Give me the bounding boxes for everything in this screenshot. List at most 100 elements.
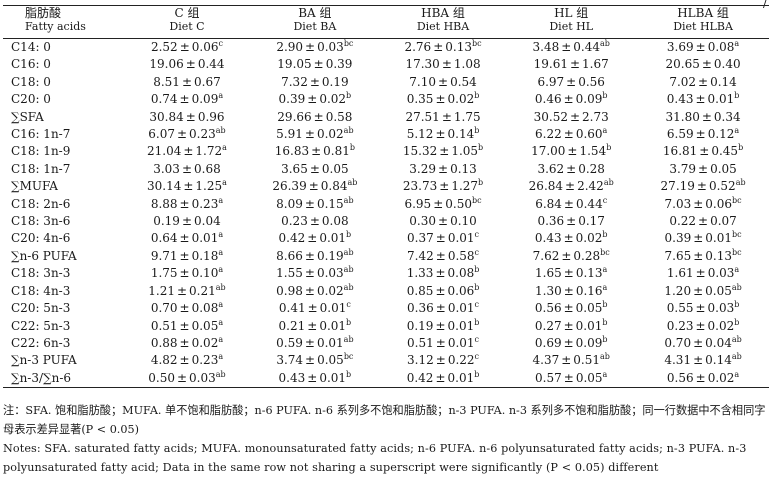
plus-minus-sign: ± [435,92,446,107]
plus-minus-sign: ± [305,353,316,368]
value-cell: 19.61 ±1.67 [505,56,637,73]
significance-letter: a [222,178,227,188]
sd-value: 0.28 [573,248,601,263]
mean-value: 3.74 [276,353,304,368]
plus-minus-sign: ± [441,109,452,124]
mean-value: 3.62 [537,161,565,176]
sd-value: 0.01 [447,370,475,385]
sd-value: 0.02 [316,283,344,298]
sd-value: 0.23 [191,353,219,368]
value-cell: 0.19 ±0.04 [125,213,249,230]
sd-value: 0.39 [325,57,353,72]
mean-value: 1.65 [535,266,562,281]
mean-value: 0.23 [281,214,308,229]
fatty-acid-name: C18: 3n-6 [11,214,71,229]
significance-letter: b [346,317,352,327]
value-cell: 0.37 ±0.01c [381,230,505,247]
column-header-cn: 脂肪酸 [25,6,62,20]
plus-minus-sign: ± [181,161,192,176]
value-cell: 8.51 ±0.67 [125,74,249,91]
value-cell: 0.21 ±0.01b [249,318,381,335]
value-cell: 19.06 ±0.44 [125,56,249,73]
sd-value: 0.23 [191,196,219,211]
sd-value: 0.84 [320,179,348,194]
significance-letter: bc [732,247,742,257]
value-cell: 0.23 ±0.02b [637,318,769,335]
significance-letter: ab [343,334,354,344]
plus-minus-sign: ± [441,57,452,72]
plus-minus-sign: ± [563,335,574,350]
plus-minus-sign: ± [693,283,704,298]
mean-value: 0.21 [278,318,306,333]
value-cell: 7.02 ±0.14 [637,74,769,91]
plus-minus-sign: ± [183,144,194,159]
value-cell: 0.22 ±0.07 [637,213,769,230]
fatty-acid-name: C18: 1n-7 [11,161,71,176]
significance-letter: ab [215,126,226,136]
value-cell: 7.42 ±0.58c [381,248,505,265]
mean-value: 19.61 [533,57,568,72]
mean-value: 3.69 [666,40,694,54]
value-cell: 0.46 ±0.09b [505,91,637,108]
column-header-diet-hl: HL 组 Diet HL [505,5,638,39]
sd-value: 0.09 [575,92,603,107]
plus-minus-sign: ± [701,57,712,72]
plus-minus-sign: ± [563,301,574,316]
value-cell: 9.71 ±0.18a [125,248,249,265]
sd-value: 0.03 [317,40,344,54]
mean-value: 2.52 [150,40,178,54]
sd-value: 0.96 [197,109,225,124]
sd-value: 0.23 [189,127,216,142]
table-row: C18: 1n-7 3.03 ±0.68 3.65 ±0.05 3.29 ±0.13 3.62… [3,161,769,178]
sd-value: 0.08 [447,266,475,281]
plus-minus-sign: ± [561,353,572,368]
value-cell: 4.31 ±0.14ab [637,352,769,369]
sd-value: 0.60 [575,127,603,142]
value-cell: 19.05 ±0.39 [249,56,381,73]
plus-minus-sign: ± [695,370,706,385]
value-cell: 15.32 ±1.05b [381,143,505,160]
sd-value: 0.01 [319,370,347,385]
mean-value: 0.22 [669,214,697,229]
sd-value: 1.75 [453,109,481,124]
significance-letter: b [602,91,608,101]
column-header-en: Diet HL [549,20,594,33]
value-cell: 3.79 ±0.05 [637,161,769,178]
table-row: C18: 3n-3 1.75 ±0.10a 1.55 ±0.03ab 1.33 ±0.08b… [3,265,769,282]
significance-letter: ab [603,178,614,188]
mean-value: 7.32 [281,74,308,89]
mean-value: 16.83 [274,144,310,159]
mean-value: 0.19 [153,214,180,229]
mean-value: 17.30 [405,57,440,72]
value-cell: 8.66 ±0.19ab [249,248,381,265]
mean-value: 7.10 [409,74,436,89]
mean-value: 3.65 [281,161,308,176]
plus-minus-sign: ± [311,144,322,159]
mean-value: 2.90 [276,40,304,54]
sd-value: 0.14 [705,353,732,368]
sd-value: 0.04 [194,214,221,229]
sd-value: 0.34 [713,109,741,124]
plus-minus-sign: ± [698,74,709,89]
significance-letter: b [474,91,480,101]
mean-value: 21.04 [147,144,182,159]
sd-value: 0.02 [191,335,219,350]
table-header-row: 脂肪酸 Fatty acids C 组 Diet C BA 组 Diet BA … [3,5,769,39]
plus-minus-sign: ± [569,109,581,124]
mean-value: 19.06 [149,57,184,72]
significance-letter: b [606,143,612,153]
value-cell: 1.65 ±0.13a [505,265,637,282]
plus-minus-sign: ± [563,318,574,333]
fatty-acid-name: C18: 1n-9 [11,144,71,159]
mean-value: 1.20 [664,283,692,298]
mean-value: 0.69 [534,335,562,350]
mean-value: 0.30 [409,214,436,229]
value-cell: 23.73 ±1.27b [381,178,505,195]
sd-value: 0.21 [189,283,216,298]
mean-value: 1.21 [148,283,175,298]
significance-letter: a [218,195,224,205]
plus-minus-sign: ± [433,196,444,211]
column-header-diet-hlba: HLBA 组 Diet HLBA [637,5,769,39]
plus-minus-sign: ± [435,266,446,281]
fatty-acid-name: C18: 2n-6 [11,196,71,211]
